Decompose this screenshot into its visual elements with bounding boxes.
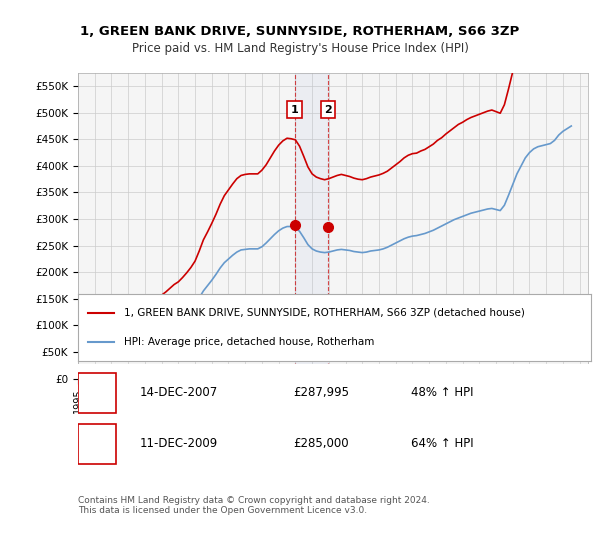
Text: 1: 1 <box>291 105 299 114</box>
Text: 2: 2 <box>324 105 332 114</box>
Text: 1, GREEN BANK DRIVE, SUNNYSIDE, ROTHERHAM, S66 3ZP: 1, GREEN BANK DRIVE, SUNNYSIDE, ROTHERHA… <box>80 25 520 38</box>
Text: Contains HM Land Registry data © Crown copyright and database right 2024.
This d: Contains HM Land Registry data © Crown c… <box>78 496 430 515</box>
Text: 1, GREEN BANK DRIVE, SUNNYSIDE, ROTHERHAM, S66 3ZP (detached house): 1, GREEN BANK DRIVE, SUNNYSIDE, ROTHERHA… <box>124 308 525 318</box>
Text: £285,000: £285,000 <box>293 437 349 450</box>
Text: 1: 1 <box>92 386 101 399</box>
Text: 14-DEC-2007: 14-DEC-2007 <box>140 386 218 399</box>
FancyBboxPatch shape <box>78 423 116 464</box>
FancyBboxPatch shape <box>78 372 116 413</box>
Text: 64% ↑ HPI: 64% ↑ HPI <box>412 437 474 450</box>
Text: HPI: Average price, detached house, Rotherham: HPI: Average price, detached house, Roth… <box>124 337 374 347</box>
Text: Price paid vs. HM Land Registry's House Price Index (HPI): Price paid vs. HM Land Registry's House … <box>131 42 469 55</box>
Text: £287,995: £287,995 <box>293 386 349 399</box>
Bar <box>295 73 328 379</box>
Text: 2: 2 <box>92 437 101 450</box>
Text: 11-DEC-2009: 11-DEC-2009 <box>140 437 218 450</box>
Text: 48% ↑ HPI: 48% ↑ HPI <box>412 386 474 399</box>
